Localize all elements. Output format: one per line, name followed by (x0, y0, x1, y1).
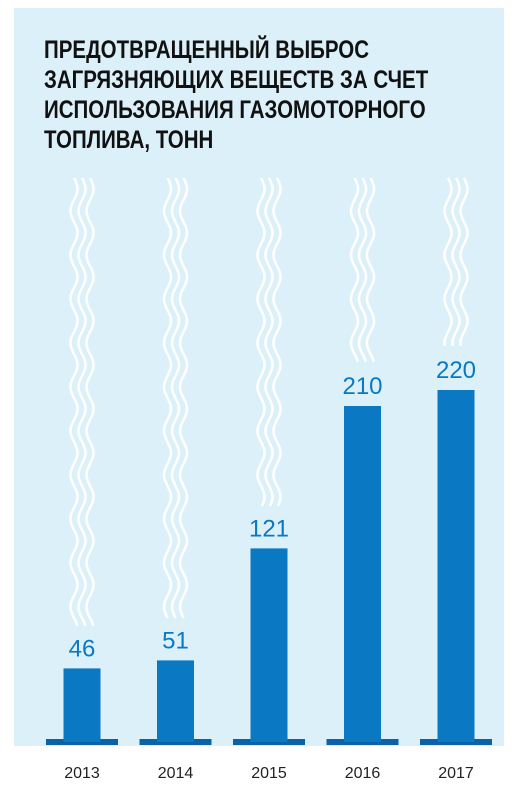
x-tick-label: 2013 (64, 765, 100, 782)
value-label: 220 (436, 357, 476, 384)
title-line: ПРЕДОТВРАЩЕННЫЙ ВЫБРОС (44, 35, 369, 63)
value-label: 210 (342, 373, 382, 400)
x-tick-label: 2015 (251, 765, 287, 782)
value-label: 51 (162, 627, 189, 654)
bar (157, 660, 194, 742)
bar (64, 668, 101, 742)
bar (438, 390, 475, 742)
x-tick-label: 2016 (345, 765, 381, 782)
x-tick-label: 2017 (438, 765, 474, 782)
bar (251, 548, 288, 742)
x-tick-label: 2014 (158, 765, 194, 782)
chart: ПРЕДОТВРАЩЕННЫЙ ВЫБРОС ЗАГРЯЗНЯЮЩИХ ВЕЩЕ… (0, 0, 517, 805)
bar (344, 406, 381, 742)
title-line: ЗАГРЯЗНЯЮЩИХ ВЕЩЕСТВ ЗА СЧЕТ (44, 65, 428, 93)
title-line: ИСПОЛЬЗОВАНИЯ ГАЗОМОТОРНОГО (44, 95, 426, 123)
value-label: 46 (69, 635, 96, 662)
title-line: ТОПЛИВА, ТОНН (44, 125, 213, 153)
value-label: 121 (249, 515, 289, 542)
